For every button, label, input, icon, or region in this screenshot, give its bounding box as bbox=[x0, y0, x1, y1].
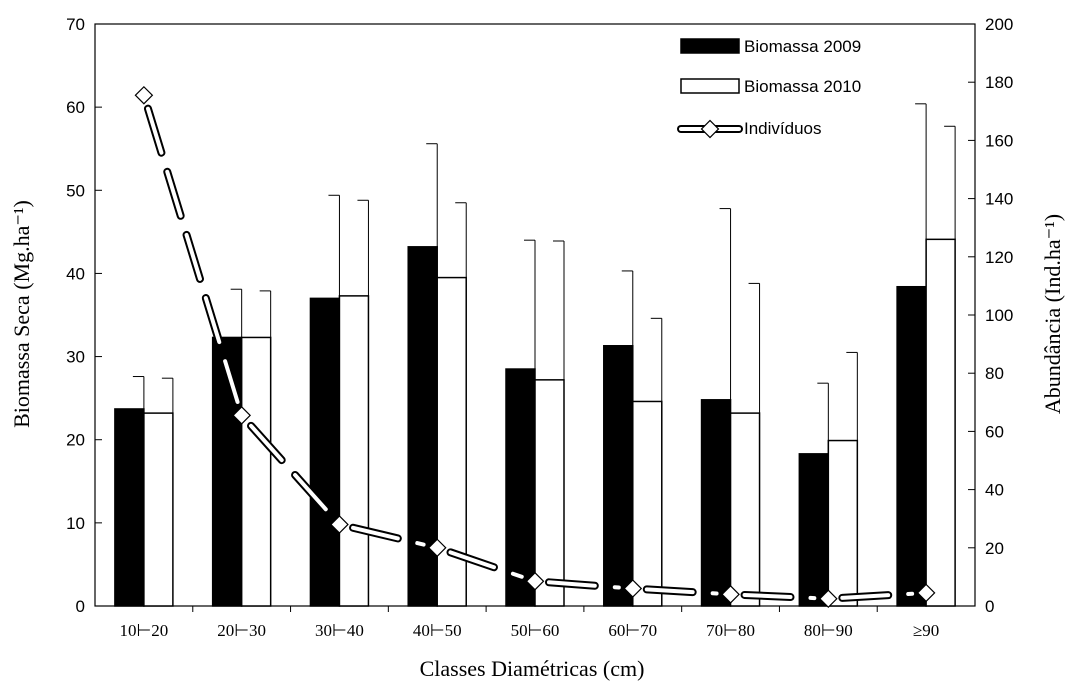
y-tick-label-20: 20 bbox=[66, 431, 85, 450]
line-dash-fill-3-0 bbox=[448, 550, 496, 570]
legend: Biomassa 2009 Biomassa 2010 Indivíduos bbox=[677, 37, 861, 139]
y2-tick-label-160: 160 bbox=[985, 131, 1013, 150]
x-tick-label-6: 70⊢80 bbox=[706, 621, 755, 640]
legend-label-biomassa-2009: Biomassa 2009 bbox=[744, 37, 861, 56]
bar-biomassa-2009-6 bbox=[700, 399, 732, 607]
y2-tick-label-0: 0 bbox=[985, 597, 994, 616]
y-tick-label-10: 10 bbox=[66, 514, 85, 533]
y2-tick-label-180: 180 bbox=[985, 73, 1013, 92]
x-tick-label-2: 30⊢40 bbox=[315, 621, 364, 640]
legend-marker-diamond bbox=[700, 119, 720, 139]
x-axis-title: Classes Diamétricas (cm) bbox=[420, 656, 645, 681]
bar-biomassa-2009-8 bbox=[896, 285, 927, 607]
line-marker-2 bbox=[330, 515, 349, 534]
line-dash-fill-0-3 bbox=[203, 296, 222, 345]
bar-biomassa-2010-7 bbox=[827, 439, 859, 607]
line-dash-fill-2-0 bbox=[351, 525, 400, 541]
line-marker-4 bbox=[525, 571, 545, 591]
x-tick-label-0: 10⊢20 bbox=[119, 621, 168, 640]
bar-biomassa-2009-5 bbox=[603, 345, 634, 607]
line-marker-7 bbox=[818, 589, 838, 609]
bar-biomassa-2010-0 bbox=[143, 412, 174, 607]
bar-biomassa-2010-6 bbox=[729, 412, 761, 607]
error-bars bbox=[132, 103, 956, 454]
line-marker-6 bbox=[721, 585, 740, 604]
y2-tick-label-120: 120 bbox=[985, 248, 1013, 267]
y-tick-label-40: 40 bbox=[66, 264, 85, 283]
line-marker-3 bbox=[427, 538, 447, 558]
line-dash-fill-0-0 bbox=[145, 106, 164, 155]
line-dash-fill-5-0 bbox=[644, 587, 695, 595]
legend-swatch-biomassa-2009 bbox=[680, 38, 740, 54]
bar-biomassa-2009-0 bbox=[114, 408, 145, 607]
bar-biomassa-2010-1 bbox=[240, 336, 272, 607]
line-dash-fill-6-0 bbox=[742, 592, 793, 600]
y-tick-label-60: 60 bbox=[66, 98, 85, 117]
x-tick-label-1: 20⊢30 bbox=[217, 621, 266, 640]
x-tick-label-3: 40⊢50 bbox=[413, 621, 462, 640]
y2-tick-label-200: 200 bbox=[985, 15, 1013, 34]
y-tick-label-0: 0 bbox=[76, 597, 85, 616]
line-dash-fill-1-0 bbox=[249, 423, 284, 463]
bars bbox=[114, 238, 956, 607]
line-dash-fill-0-2 bbox=[184, 232, 202, 281]
line-series bbox=[134, 85, 936, 609]
line-dash-fill-1-1 bbox=[293, 472, 328, 512]
bar-biomassa-2010-4 bbox=[534, 379, 565, 607]
ticks: 0 10 20 30 40 50 60 70 0 20 40 60 80 100 120 140 160 180 2… bbox=[66, 15, 1013, 640]
y2-tick-label-20: 20 bbox=[985, 539, 1004, 558]
line-dash-fill-2-1 bbox=[415, 541, 426, 547]
legend-label-biomassa-2010: Biomassa 2010 bbox=[744, 77, 861, 96]
y2-tick-label-80: 80 bbox=[985, 364, 1004, 383]
bar-biomassa-2009-1 bbox=[211, 336, 243, 607]
x-tick-label-8: ≥90 bbox=[913, 621, 939, 640]
line-dash-fill-7-0 bbox=[840, 593, 891, 600]
line-marker-8 bbox=[916, 583, 936, 603]
line-dash-fill-3-1 bbox=[510, 571, 524, 579]
y2-tick-label-100: 100 bbox=[985, 306, 1013, 325]
line-dash-fill-4-0 bbox=[546, 580, 597, 588]
y2-tick-label-40: 40 bbox=[985, 481, 1004, 500]
legend-label-individuos: Indivíduos bbox=[744, 119, 822, 138]
x-tick-label-5: 60⊢70 bbox=[608, 621, 657, 640]
line-dash-fill-0-1 bbox=[165, 169, 183, 218]
x-tick-label-4: 50⊢60 bbox=[511, 621, 560, 640]
y-axis-title: Biomassa Seca (Mg.ha⁻¹) bbox=[9, 200, 34, 428]
line-marker-5 bbox=[623, 579, 643, 598]
x-tick-label-7: 80⊢90 bbox=[804, 621, 853, 640]
y-tick-label-30: 30 bbox=[66, 348, 85, 367]
bar-biomassa-2009-4 bbox=[505, 368, 536, 607]
line-dash-fill-0-4 bbox=[223, 359, 240, 405]
bar-biomassa-2010-5 bbox=[632, 400, 663, 607]
y2-axis-title: Abundância (Ind.ha⁻¹) bbox=[1040, 214, 1065, 414]
bar-biomassa-2009-2 bbox=[309, 297, 341, 607]
legend-swatch-biomassa-2010 bbox=[680, 78, 740, 94]
bar-biomassa-2010-2 bbox=[338, 295, 370, 607]
y2-tick-label-140: 140 bbox=[985, 190, 1013, 209]
bar-biomassa-2010-8 bbox=[925, 238, 956, 607]
line-marker-1 bbox=[232, 406, 252, 425]
y-tick-label-50: 50 bbox=[66, 181, 85, 200]
y-tick-label-70: 70 bbox=[66, 15, 85, 34]
line-marker-0 bbox=[134, 85, 154, 105]
bar-biomassa-2009-7 bbox=[798, 453, 830, 607]
y2-tick-label-60: 60 bbox=[985, 422, 1004, 441]
